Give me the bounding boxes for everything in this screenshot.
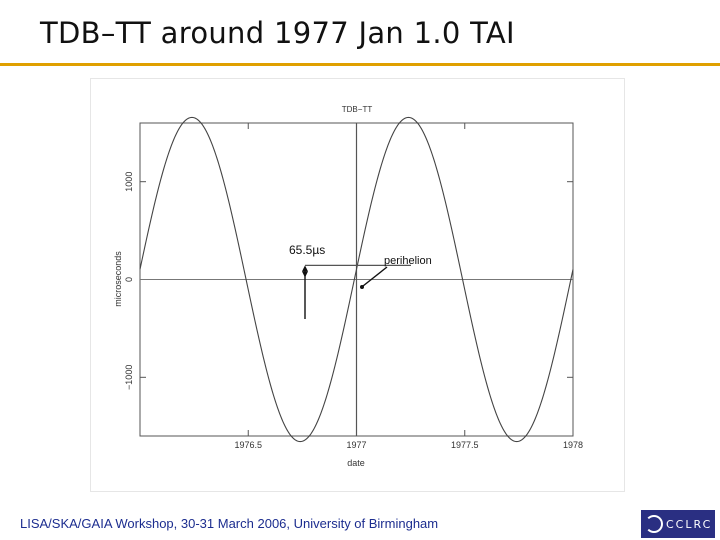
slide-title: TDB–TT around 1977 Jan 1.0 TAI (40, 16, 515, 50)
annotation-65-5us: 65.5µs (289, 243, 325, 257)
x-axis-label: date (347, 458, 365, 468)
y-tick-label: −1000 (124, 365, 134, 390)
x-tick-label: 1976.5 (234, 440, 262, 450)
footer-text: LISA/SKA/GAIA Workshop, 30-31 March 2006… (20, 516, 439, 531)
y-tick-label: 0 (124, 277, 134, 282)
chart-title: TDB−TT (342, 105, 373, 114)
tdb-tt-chart: TDB−TT 1976.5 1977 1977.5 1978 −1000 0 1000 da… (113, 105, 583, 468)
logo-text: CCLRC (666, 517, 713, 531)
y-tick-label: 1000 (124, 172, 134, 192)
x-tick-label: 1978 (563, 440, 583, 450)
cclrc-logo: CCLRC (641, 510, 715, 538)
x-tick-label: 1977 (346, 440, 366, 450)
series-line-tdb-tt (139, 116, 574, 443)
logo-swirl-icon (645, 515, 663, 533)
offset-arrowhead-lower (302, 265, 308, 272)
title-divider (0, 63, 720, 66)
annotation-group (302, 264, 411, 319)
y-axis-label: microseconds (113, 251, 123, 307)
perihelion-point (360, 285, 364, 289)
annotation-perihelion: perihelion (384, 255, 432, 267)
chart-panel: TDB−TT 1976.5 1977 1977.5 1978 −1000 0 1000 da… (91, 79, 624, 491)
perihelion-pointer (362, 266, 388, 287)
x-tick-label: 1977.5 (451, 440, 479, 450)
axes-group: 1976.5 1977 1977.5 1978 −1000 0 1000 (124, 123, 583, 450)
